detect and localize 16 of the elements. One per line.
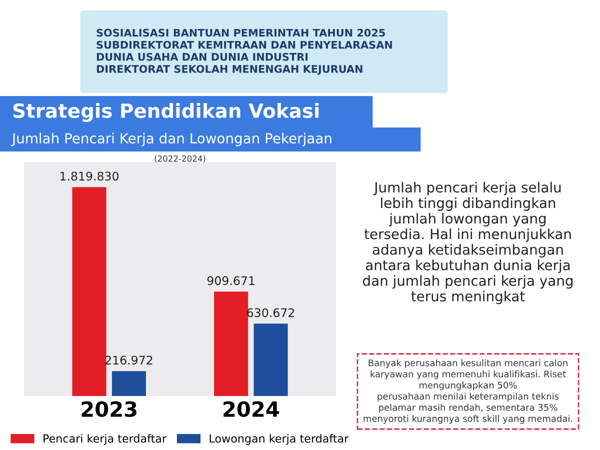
text: SOSIALISASI BANTUAN PEMERINTAH TAHUN 2025 SUBDIREKTORAT KEMITRAAN DAN PENYELARASAN DUNIA USAHA DAN DUNIA INDUSTRI DIREKTORAT SEKOLAH MENENGAH KEJURUAN bbox=[96, 28, 392, 75]
chart-subtitle: Jumlah Pencari Kerja dan Lowongan Pekerjaan bbox=[11, 132, 332, 146]
data-label: 909.671 bbox=[207, 276, 254, 286]
bar bbox=[214, 292, 248, 396]
text: Banyak perusahaan kesulitan mencari calon karyawan yang memenuhi kualifikasi. Riset mengungkapkan 50% perusahaan menilai keterampilan teknis pelamar masih rendah, sementara 35% menyoroti kurangnya soft skill yang memadai. bbox=[364, 359, 572, 424]
bar bbox=[254, 324, 288, 396]
legend-label: Lowongan kerja terdaftar bbox=[210, 434, 349, 445]
bar bbox=[112, 371, 146, 396]
legend-label: Pencari kerja terdaftar bbox=[44, 434, 167, 445]
text: (2022-2024) bbox=[154, 155, 206, 163]
data-label: 1.819.830 bbox=[60, 172, 118, 181]
bar bbox=[72, 187, 106, 396]
x-tick-label: 2023 bbox=[82, 401, 136, 417]
x-tick-label: 2024 bbox=[224, 401, 279, 417]
chart-title: Strategis Pendidikan Vokasi bbox=[13, 103, 319, 122]
text: Jumlah pencari kerja selalu lebih tinggi dibandingkan jumlah lowongan yang tersedia. Hal ini menunjukkan adanya ketidakseimbangan antara kebutuhan dunia kerja dan jumlah pencari kerja yang terus meningkat bbox=[362, 182, 573, 304]
